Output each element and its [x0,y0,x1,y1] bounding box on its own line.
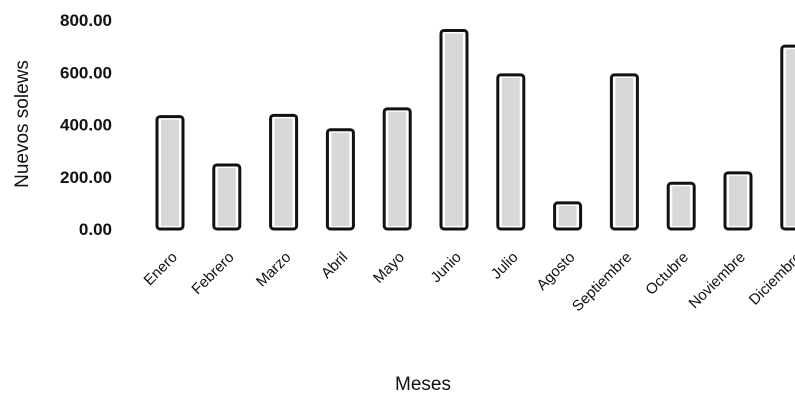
bar-octubre [666,181,696,231]
x-tick-label: Junio [427,249,464,286]
x-tick-label: Marzo [253,249,294,290]
x-tick-label: Octubre [642,249,692,299]
y-tick-label: 800.00 [60,11,112,30]
x-tick-label: Agosto [533,249,578,294]
y-tick-label: 600.00 [60,63,112,82]
bar-shading [388,111,407,226]
bar-noviembre [723,171,753,231]
x-tick-labels: Enero Febrero Marzo Abril Mayo Junio Julio Agos… [141,249,795,315]
x-axis-title: Meses [395,374,451,395]
bar-shading [161,119,179,226]
x-tick-label: Septiembre [569,249,635,315]
bar-marzo [269,113,299,231]
x-tick-label: Julio [488,249,522,283]
bar-febrero [212,163,242,231]
bars [155,28,795,231]
x-tick-label: Diciembre [746,249,795,309]
bar-septiembre [609,73,639,231]
bar-julio [496,73,526,231]
bar-mayo [382,107,412,231]
x-tick-label: Febrero [188,249,237,298]
bar-diciembre [780,44,795,231]
bar-abril [325,128,355,231]
bar-shading [274,118,293,226]
bar-shading [615,77,634,226]
bar-shading [217,167,236,226]
bar-shading [558,205,577,226]
bar-shading [785,49,795,226]
x-tick-label: Enero [141,249,181,289]
y-tick-label: 400.00 [60,116,112,135]
y-axis-title: Nuevos solews [12,60,33,188]
x-tick-label: Abril [318,249,351,282]
bar-agosto [553,201,583,231]
bar-shading [501,77,520,226]
y-tick-labels: 0.00 200.00 400.00 600.00 800.00 [60,11,112,239]
x-tick-label: Mayo [370,249,408,287]
bar-junio [439,28,469,231]
bar-enero [155,115,185,231]
y-tick-label: 200.00 [60,168,112,187]
bar-shading [331,132,350,226]
x-tick-label: Noviembre [686,249,749,312]
bar-shading [729,175,747,226]
y-tick-label: 0.00 [79,220,112,239]
bar-shading [672,186,691,226]
bar-shading [445,33,463,227]
